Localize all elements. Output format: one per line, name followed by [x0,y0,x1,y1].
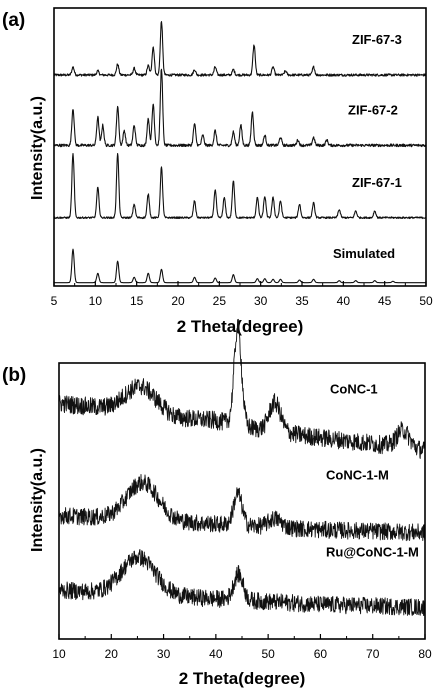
x-tick-label: 10 [89,294,103,308]
series-line-zif-67-3 [53,21,427,77]
panel-b-label: (b) [2,365,26,386]
panel-a-series-labels: ZIF-67-3 ZIF-67-2 ZIF-67-1 Simulated [333,32,402,261]
panel-a: (a) 5 10 15 20 25 30 35 40 45 50 ZIF-67-3 ZIF-67-2… [2,7,433,336]
panel-a-x-axis-label: 2 Theta(degree) [177,317,304,336]
panel-b-x-ticks: 10 20 30 40 50 60 70 80 [52,634,432,661]
x-tick-label: 80 [418,647,432,661]
series-label-simulated: Simulated [333,246,395,261]
panel-a-x-ticks: 5 10 15 20 25 30 35 40 45 50 [51,281,433,308]
x-tick-label: 50 [419,294,433,308]
x-tick-label: 40 [209,647,223,661]
series-label-zif-67-2: ZIF-67-2 [348,103,398,118]
series-label-conc-1: CoNC-1 [330,381,378,396]
x-tick-label: 5 [51,294,58,308]
panel-b-x-axis-label: 2 Theta(degree) [179,669,306,688]
x-tick-label: 50 [261,647,275,661]
panel-a-label: (a) [2,10,25,31]
series-label-zif-67-3: ZIF-67-3 [352,32,402,47]
series-line-zif-67-1 [53,152,427,220]
x-tick-label: 35 [295,294,309,308]
panel-b-series-group [58,318,426,616]
series-line-conc-1 [58,318,426,459]
series-line-ru-conc-1-m [58,548,426,616]
panel-b-y-axis-label: Intensity(a.u.) [29,448,46,552]
panel-a-y-axis-label: Intensity(a.u.) [29,96,46,200]
series-label-conc-1-m: CoNC-1-M [326,468,389,483]
series-line-zif-67-2 [53,68,427,148]
x-tick-label: 10 [52,647,66,661]
x-tick-label: 40 [337,294,351,308]
x-tick-label: 60 [314,647,328,661]
panel-a-series-group [53,21,427,284]
series-line-simulated [53,248,427,284]
x-tick-label: 25 [213,294,227,308]
series-label-zif-67-1: ZIF-67-1 [352,175,402,190]
series-line-conc-1-m [58,474,426,542]
panel-b-series-labels: CoNC-1 CoNC-1-M Ru@CoNC-1-M [326,381,419,559]
x-tick-label: 45 [378,294,392,308]
x-tick-label: 30 [254,294,268,308]
x-tick-label: 70 [366,647,380,661]
x-tick-label: 30 [157,647,171,661]
panel-b: (b) 10 20 30 40 50 60 70 80 CoNC-1 CoNC-1-M Ru@Co… [2,318,432,688]
x-tick-label: 20 [171,294,185,308]
series-label-ru-conc-1-m: Ru@CoNC-1-M [326,544,419,559]
x-tick-label: 15 [130,294,144,308]
x-tick-label: 20 [105,647,119,661]
